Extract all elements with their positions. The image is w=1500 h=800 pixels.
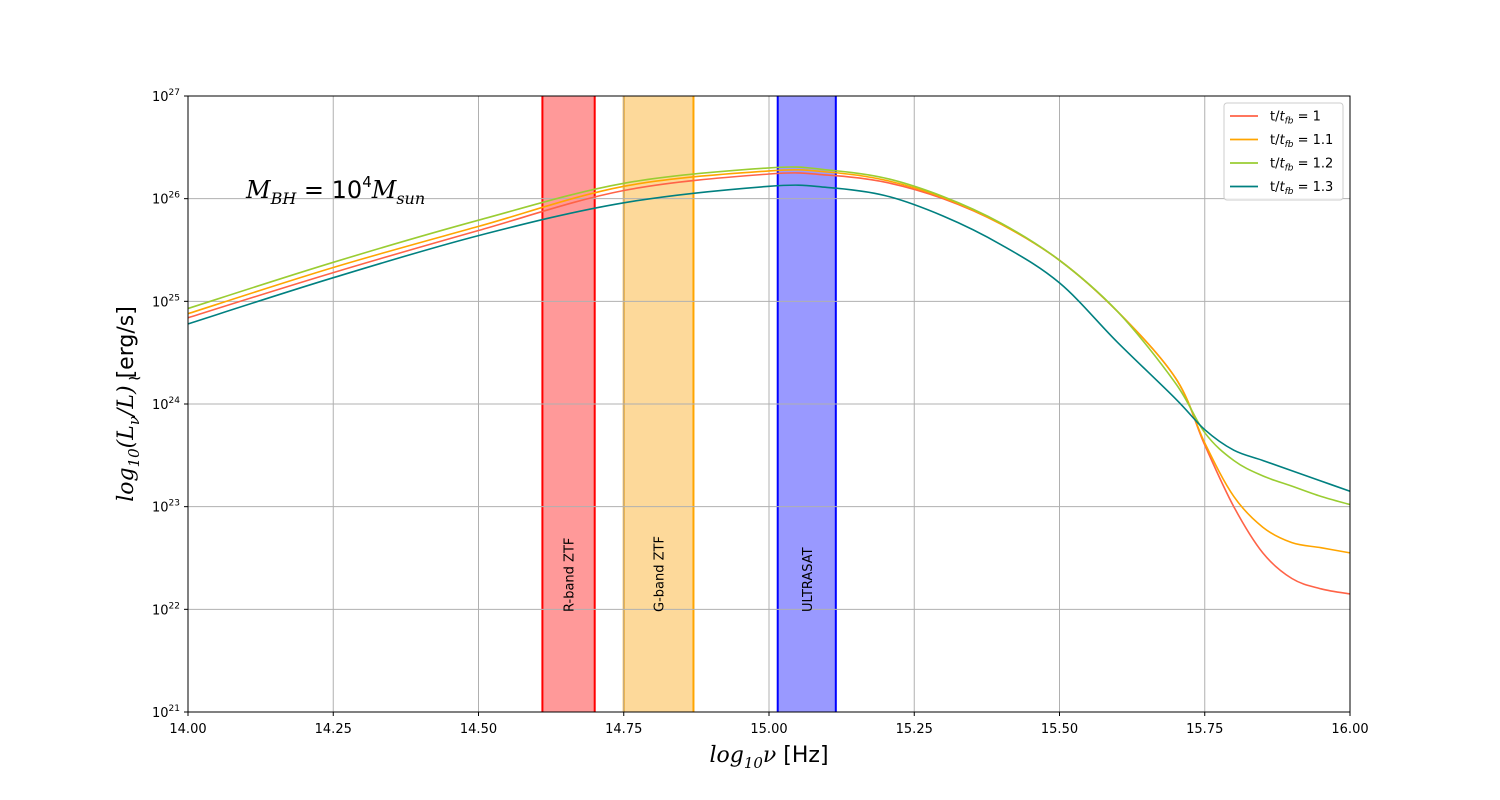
y-tick-label-1: 1022 [152, 601, 180, 618]
series-line-2 [187, 166, 1351, 506]
band-label-1: G-band ZTF [653, 536, 668, 612]
legend-label-2: t/tfb = 1.2 [1270, 157, 1333, 174]
x-tick-label-7: 15.75 [1186, 722, 1223, 737]
x-tick-label-3: 14.75 [605, 722, 642, 737]
ylabel-tilde: ~ [127, 368, 142, 389]
series-layer [187, 166, 1351, 595]
band-labels-layer: R-band ZTF G-band ZTF ULTRASAT [563, 536, 816, 612]
series-line-3 [187, 184, 1351, 493]
y-tick-label-0: 1021 [152, 704, 180, 721]
x-tick-label-2: 14.50 [460, 722, 497, 737]
legend-label-1: t/tfb = 1.1 [1270, 133, 1333, 150]
ticks-layer: 14.00 14.25 14.50 14.75 15.00 15.25 15.50 15.75… [152, 88, 1369, 737]
x-tick-label-8: 16.00 [1331, 722, 1368, 737]
x-tick-label-1: 14.25 [315, 722, 352, 737]
y-tick-label-4: 1025 [152, 293, 180, 310]
y-tick-label-6: 1027 [152, 88, 180, 105]
x-tick-label-6: 15.50 [1041, 722, 1078, 737]
x-axis-label: log10ν [Hz] [709, 743, 828, 772]
band-label-2: ULTRASAT [801, 547, 816, 612]
y-tick-label-5: 1026 [152, 191, 180, 208]
band-label-0: R-band ZTF [563, 538, 578, 612]
legend-label-0: t/tfb = 1 [1270, 110, 1321, 127]
y-axis-label: log10(Lν/L) [erg/s] [114, 306, 143, 502]
y-tick-label-2: 1023 [152, 499, 180, 516]
legend-box [1223, 102, 1344, 201]
x-tick-label-5: 15.25 [896, 722, 933, 737]
x-tick-label-4: 15.00 [750, 722, 787, 737]
y-tick-label-3: 1024 [152, 396, 180, 413]
legend-label-3: t/tfb = 1.3 [1270, 180, 1333, 197]
legend: t/tfb = 1 t/tfb = 1.1 t/tfb = 1.2 t/tfb = 1… [1223, 102, 1344, 201]
x-tick-label-0: 14.00 [169, 722, 206, 737]
mass-annotation: MBH = 104Msun [245, 173, 425, 208]
series-line-1 [187, 169, 1351, 554]
